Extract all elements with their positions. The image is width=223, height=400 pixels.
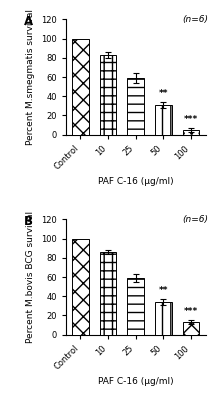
Bar — [72, 39, 89, 134]
Text: **: ** — [159, 89, 168, 98]
Bar — [100, 55, 116, 134]
Text: (n=6): (n=6) — [182, 15, 209, 24]
Y-axis label: Percent M.smegmatis survival: Percent M.smegmatis survival — [26, 9, 35, 145]
X-axis label: PAF C-16 (μg/ml): PAF C-16 (μg/ml) — [98, 377, 173, 386]
Text: **: ** — [159, 286, 168, 295]
Bar — [155, 105, 172, 134]
Text: ***: *** — [184, 115, 198, 124]
Bar — [72, 239, 89, 334]
Text: B: B — [24, 215, 33, 228]
X-axis label: PAF C-16 (μg/ml): PAF C-16 (μg/ml) — [98, 177, 173, 186]
Text: A: A — [24, 15, 33, 28]
Text: (n=6): (n=6) — [182, 215, 209, 224]
Bar — [127, 278, 144, 334]
Bar — [155, 302, 172, 334]
Y-axis label: Percent M.bovis BCG survival: Percent M.bovis BCG survival — [26, 211, 35, 343]
Text: ***: *** — [184, 307, 198, 316]
Bar — [183, 322, 199, 334]
Bar — [183, 130, 199, 134]
Bar — [127, 78, 144, 134]
Bar — [100, 252, 116, 334]
